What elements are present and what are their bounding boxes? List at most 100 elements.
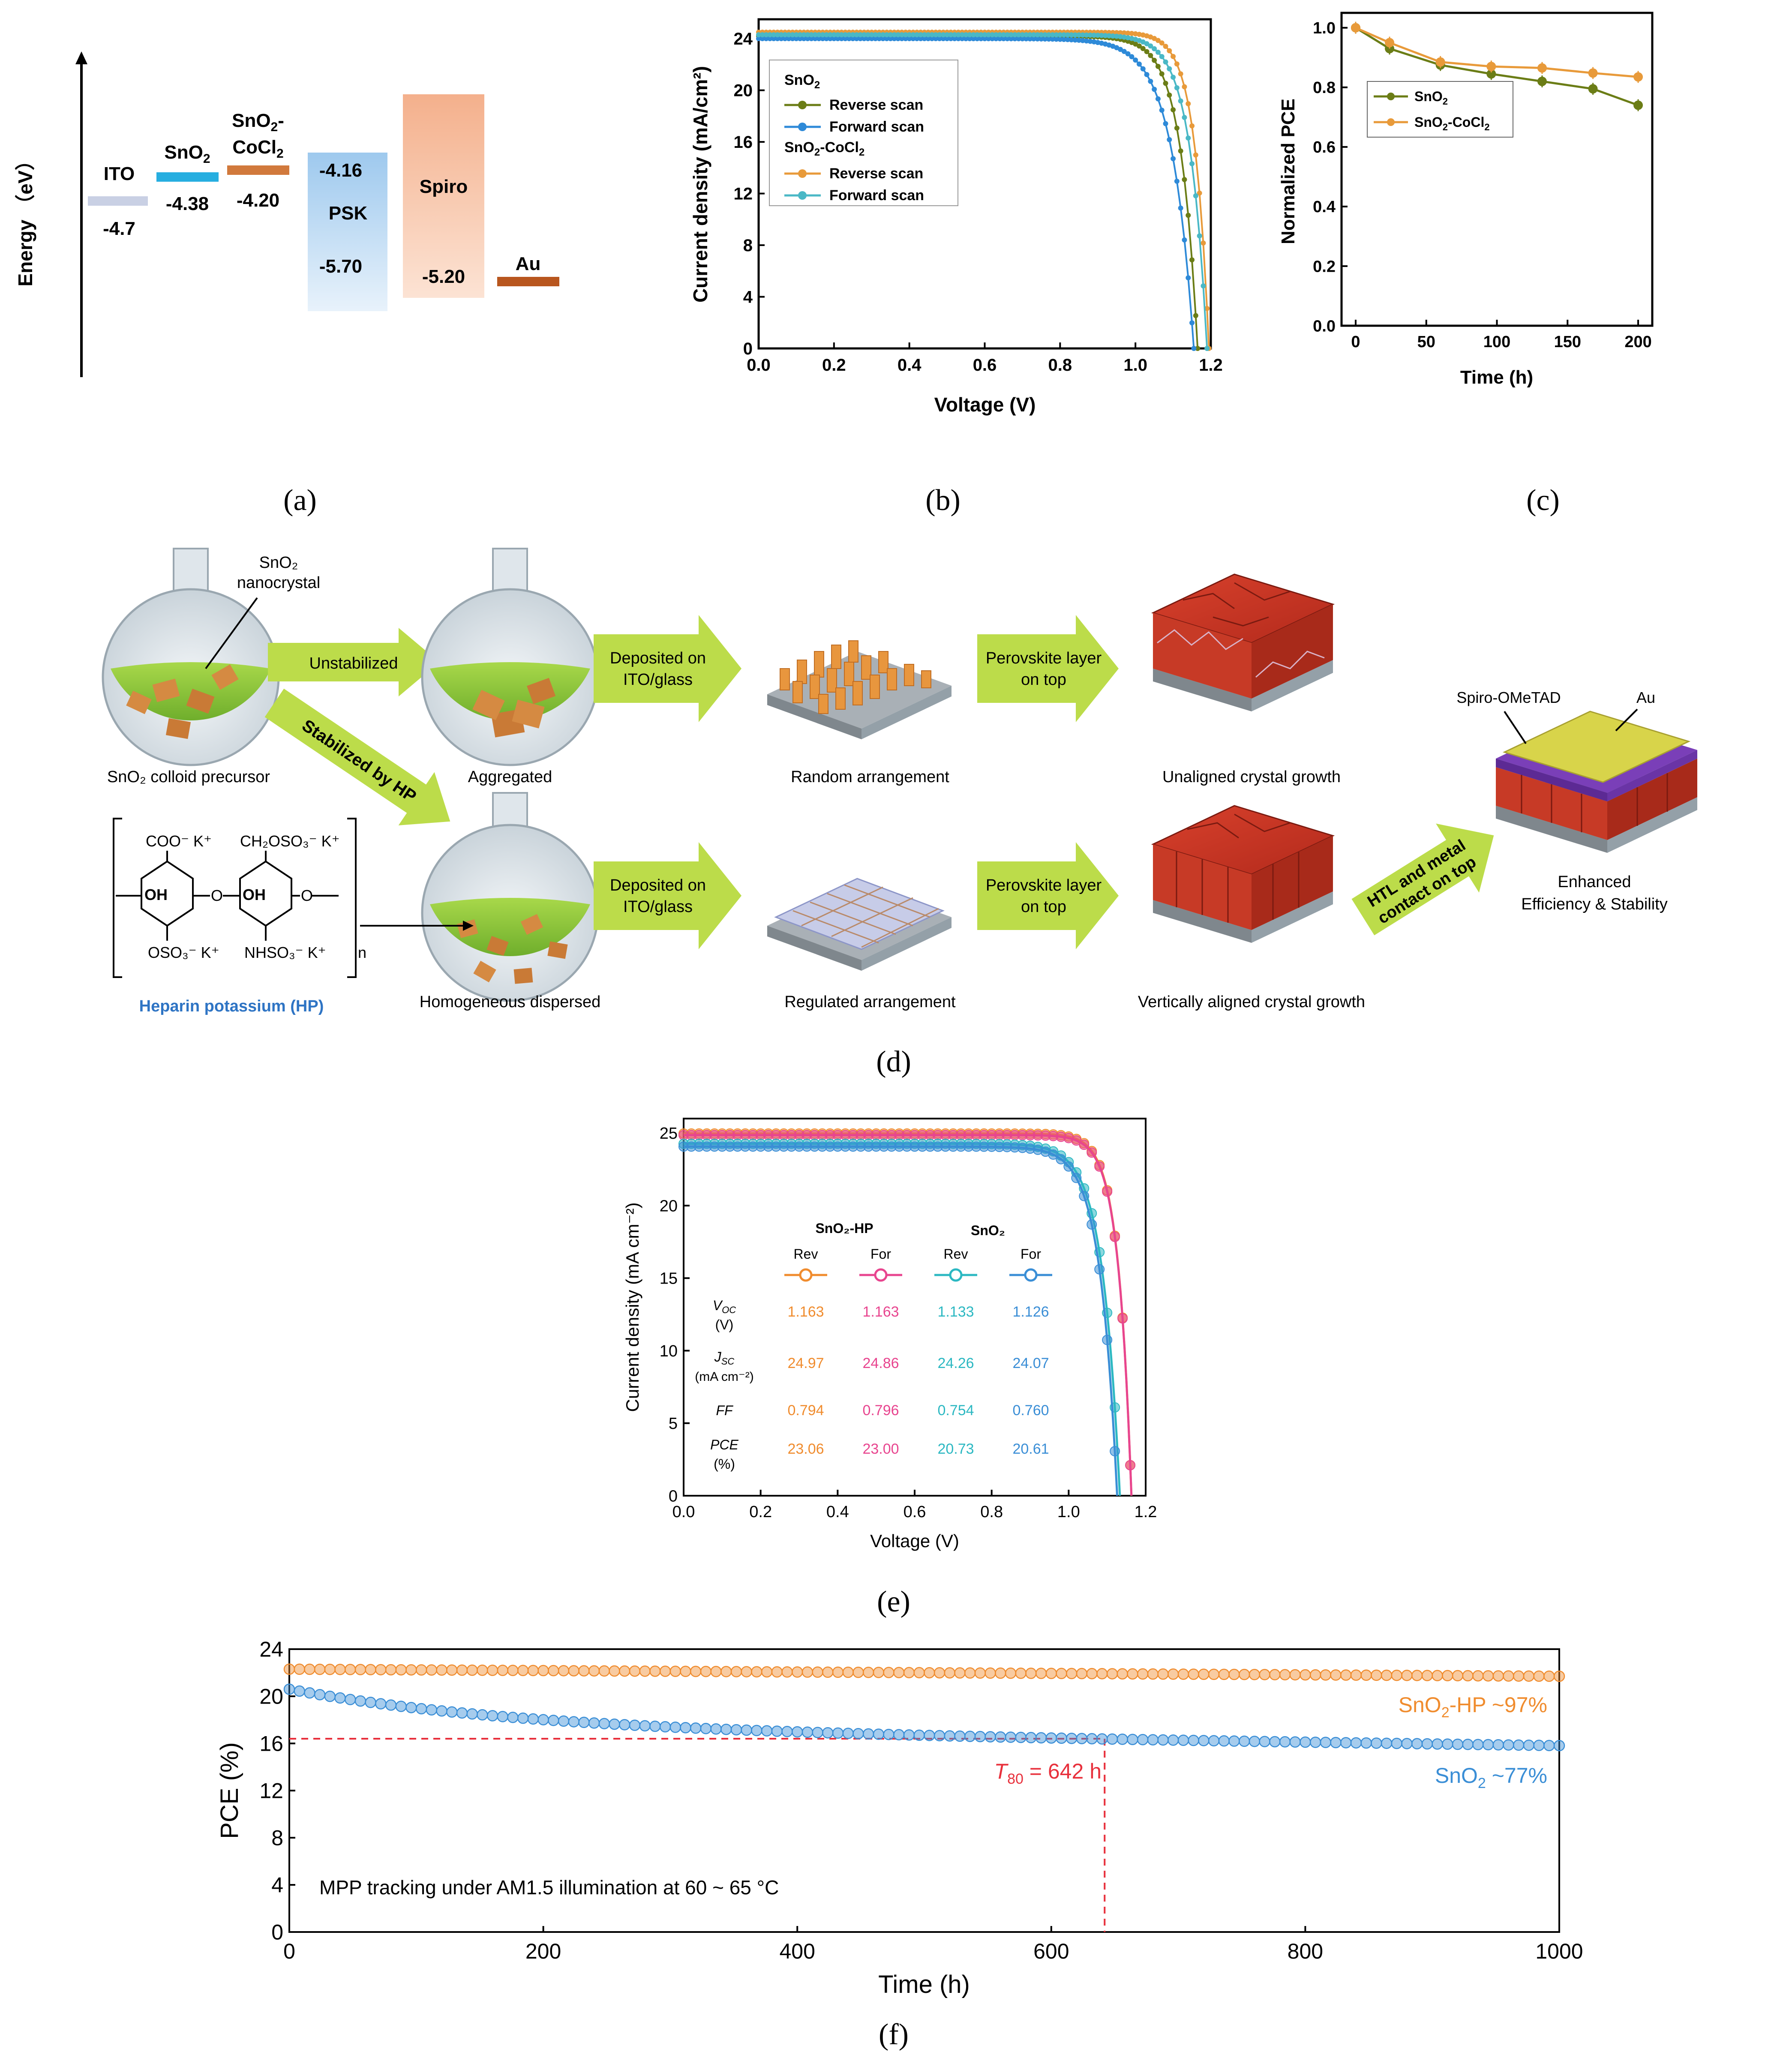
jv-point bbox=[1197, 233, 1202, 239]
jv-point bbox=[967, 32, 973, 38]
mpp-point-sno2 bbox=[558, 1715, 570, 1727]
table-value: 1.133 bbox=[937, 1304, 974, 1320]
jv-point bbox=[1020, 36, 1025, 42]
mpp-point-sno2 bbox=[1360, 1737, 1372, 1749]
jv-point bbox=[1174, 61, 1180, 67]
sno2-cocl2-level-bar bbox=[227, 165, 289, 175]
mpp-point-sno2-hp bbox=[669, 1665, 681, 1677]
jv-point bbox=[835, 32, 840, 38]
mpp-point-sno2-hp bbox=[486, 1665, 498, 1676]
mpp-point-sno2 bbox=[1421, 1738, 1433, 1750]
jv-point bbox=[1035, 32, 1040, 38]
flask-aggregated bbox=[421, 548, 599, 766]
mpp-point-sno2 bbox=[324, 1690, 336, 1702]
mpp-point-sno2-hp bbox=[680, 1665, 691, 1677]
mpp-point-sno2 bbox=[1106, 1733, 1118, 1745]
mpp-point-sno2-hp bbox=[1320, 1669, 1332, 1681]
table-value: 0.754 bbox=[937, 1402, 974, 1419]
jv-point bbox=[876, 36, 882, 42]
mpp-point-sno2 bbox=[1411, 1738, 1423, 1749]
jv-point bbox=[1163, 81, 1168, 86]
mpp-point-sno2 bbox=[497, 1711, 509, 1722]
mpp-point-sno2 bbox=[1066, 1732, 1078, 1744]
mpp-point-sno2 bbox=[507, 1712, 519, 1723]
mpp-point-sno2 bbox=[1137, 1734, 1149, 1746]
stability-point bbox=[1588, 68, 1598, 78]
jv-point bbox=[778, 32, 784, 38]
mpp-point-sno2 bbox=[873, 1728, 885, 1740]
mpp-point-sno2-hp bbox=[1238, 1668, 1250, 1680]
jv-point bbox=[1144, 49, 1150, 54]
jv-point bbox=[1178, 71, 1183, 77]
mpp-point-sno2-hp bbox=[893, 1667, 905, 1678]
jv-point bbox=[1171, 54, 1176, 59]
mpp-point-sno2 bbox=[1513, 1739, 1525, 1751]
mpp-point-sno2-hp bbox=[527, 1665, 539, 1677]
jv-point bbox=[1048, 1149, 1059, 1160]
panel-e-x-label: Voltage (V) bbox=[870, 1531, 959, 1551]
table-value: 20.61 bbox=[1012, 1441, 1049, 1457]
jv-point bbox=[1071, 1135, 1082, 1146]
mpp-point-sno2-hp bbox=[405, 1664, 417, 1676]
mpp-point-sno2-hp bbox=[1177, 1668, 1189, 1680]
jv-point bbox=[1110, 33, 1116, 39]
mpp-point-sno2-hp bbox=[1066, 1668, 1078, 1680]
jv-point bbox=[790, 36, 795, 42]
y-tick-label: 0 bbox=[669, 1487, 678, 1505]
legend-b-forward-cocl2-label: Forward scan bbox=[829, 187, 924, 204]
panel-f-ticks: 0 200 400 600 800 1000 0 4 8 12 16 20 24 bbox=[259, 1638, 1583, 1964]
jv-point bbox=[759, 32, 765, 38]
mpp-point-sno2-hp bbox=[1218, 1668, 1230, 1680]
jv-point bbox=[1027, 36, 1033, 42]
sno2-cocl2-label-line1: SnO2- bbox=[232, 110, 284, 134]
jv-point bbox=[1121, 30, 1127, 36]
mpp-point-sno2-hp bbox=[1462, 1670, 1474, 1682]
mpp-point-sno2 bbox=[1300, 1736, 1311, 1748]
jv-point bbox=[955, 32, 961, 38]
mpp-point-sno2 bbox=[1320, 1737, 1332, 1748]
mpp-point-sno2 bbox=[944, 1730, 956, 1742]
jv-point bbox=[1118, 34, 1123, 39]
regulated-label: Regulated arrangement bbox=[784, 993, 956, 1011]
heparin-label: Heparin potassium (HP) bbox=[139, 997, 324, 1015]
mpp-point-sno2-hp bbox=[354, 1664, 366, 1675]
jv-point bbox=[1087, 1219, 1097, 1230]
jv-point bbox=[925, 36, 931, 42]
jv-point bbox=[1063, 1161, 1074, 1172]
legend-c-sno2-label: SnO2 bbox=[1414, 89, 1448, 107]
jv-point bbox=[910, 36, 916, 42]
x-tick-label: 1.2 bbox=[1135, 1503, 1157, 1521]
jv-point bbox=[861, 36, 867, 42]
mpp-point-sno2 bbox=[375, 1698, 387, 1710]
stability-point bbox=[1385, 38, 1395, 48]
nanocrystal-label-1: SnO₂ bbox=[259, 554, 298, 572]
mpp-point-sno2-hp bbox=[1421, 1670, 1433, 1681]
jv-point bbox=[1133, 41, 1138, 47]
table-legend-marker bbox=[799, 1268, 813, 1282]
mpp-point-sno2-hp bbox=[558, 1665, 570, 1677]
jv-point bbox=[1129, 54, 1135, 60]
jv-point bbox=[1071, 1173, 1082, 1183]
table-value: 1.163 bbox=[787, 1304, 824, 1320]
jv-point bbox=[1182, 84, 1187, 90]
jv-point bbox=[820, 36, 825, 42]
jv-point bbox=[1087, 1147, 1097, 1158]
mpp-point-sno2 bbox=[1208, 1735, 1220, 1747]
energy-axis-label: Energy （eV） bbox=[14, 151, 36, 287]
mpp-point-sno2-hp bbox=[974, 1667, 986, 1679]
mpp-point-sno2-hp bbox=[1309, 1669, 1321, 1681]
jv-point bbox=[782, 32, 788, 38]
perovskite-top-line2: on top bbox=[1021, 671, 1066, 689]
x-tick-label: 1000 bbox=[1535, 1939, 1583, 1963]
x-tick-label: 150 bbox=[1554, 333, 1581, 351]
mpp-point-sno2 bbox=[486, 1710, 498, 1722]
jv-point bbox=[963, 36, 969, 42]
mpp-point-sno2 bbox=[1523, 1739, 1535, 1751]
jv-point bbox=[1148, 43, 1153, 49]
heparin-n-label: n bbox=[358, 944, 366, 961]
table-value: 0.760 bbox=[1012, 1402, 1049, 1419]
mpp-point-sno2 bbox=[1035, 1732, 1047, 1744]
nanocrystal-label-2: nanocrystal bbox=[237, 574, 320, 592]
caption-a: (a) bbox=[283, 484, 317, 517]
mpp-point-sno2-hp bbox=[1167, 1668, 1179, 1680]
